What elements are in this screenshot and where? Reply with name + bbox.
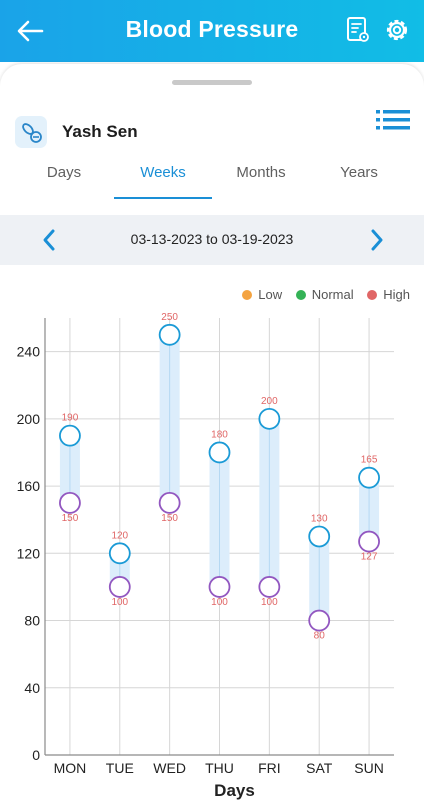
y-tick-label: 160 — [17, 478, 41, 494]
y-tick-label: 240 — [17, 344, 41, 360]
high-point — [258, 407, 281, 430]
y-tick-label: 120 — [17, 545, 41, 561]
back-arrow-icon[interactable] — [14, 16, 46, 46]
low-value-label: 100 — [261, 597, 278, 608]
low-point — [158, 491, 181, 514]
legend-item-high: High — [367, 287, 410, 302]
x-tick-label: SAT — [306, 760, 333, 776]
low-value-label: 150 — [161, 513, 178, 524]
user-name: Yash Sen — [62, 122, 138, 141]
y-tick-label: 0 — [32, 747, 40, 763]
low-point — [108, 576, 131, 598]
chevron-right-icon[interactable] — [364, 227, 388, 253]
high-value-label: 180 — [211, 429, 228, 440]
tab-weeks[interactable]: Weeks — [140, 164, 186, 181]
low-point — [358, 530, 380, 553]
x-tick-label: WED — [153, 760, 186, 776]
high-point — [59, 424, 81, 447]
legend-low-label: Low — [258, 287, 283, 302]
low-point — [308, 609, 331, 632]
bp-pill-icon — [22, 123, 42, 143]
low-point — [59, 491, 81, 514]
high-value-label: 190 — [62, 413, 79, 424]
low-point — [208, 576, 231, 598]
legend-normal-dot — [295, 290, 306, 300]
page-title: Blood Pressure — [125, 16, 299, 42]
high-point — [158, 323, 181, 346]
legend-high-dot — [367, 290, 378, 300]
low-value-label: 100 — [211, 597, 228, 608]
chart-legend: Low Normal High — [232, 287, 410, 302]
sheet-drag-handle[interactable] — [172, 80, 252, 85]
tab-years[interactable]: Years — [340, 164, 378, 181]
legend-normal-label: Normal — [311, 287, 354, 302]
high-value-label: 165 — [361, 455, 378, 466]
tab-months[interactable]: Months — [236, 164, 286, 181]
high-value-label: 120 — [111, 530, 128, 541]
low-value-label: 100 — [111, 597, 128, 608]
high-point — [308, 525, 331, 548]
date-range-text: 03-13-2023 to 03-19-2023 — [130, 231, 294, 247]
list-menu-icon[interactable] — [376, 108, 410, 132]
x-axis-title: Days — [214, 781, 255, 800]
avatar — [15, 116, 47, 148]
x-tick-label: THU — [205, 760, 234, 776]
high-value-label: 200 — [261, 396, 278, 407]
high-point — [208, 441, 231, 464]
legend-item-low: Low — [242, 287, 282, 302]
date-range-bar: 03-13-2023 to 03-19-2023 — [0, 215, 424, 265]
x-tick-label: MON — [54, 760, 87, 776]
high-point — [358, 466, 380, 489]
legend-high-label: High — [383, 287, 410, 302]
low-value-label: 80 — [314, 631, 326, 642]
period-tabs: Days Weeks Months Years — [0, 160, 424, 200]
x-tick-label: SUN — [354, 760, 384, 776]
legend-low-dot — [242, 290, 253, 300]
high-point — [108, 542, 131, 565]
y-tick-label: 80 — [24, 613, 40, 629]
report-settings-icon[interactable] — [344, 15, 372, 45]
chevron-left-icon[interactable] — [38, 227, 62, 253]
low-value-label: 150 — [62, 513, 79, 524]
x-tick-label: FRI — [258, 760, 281, 776]
high-value-label: 250 — [161, 312, 178, 323]
legend-item-normal: Normal — [295, 287, 354, 302]
y-tick-label: 200 — [17, 411, 41, 427]
top-app-bar: Blood Pressure — [0, 0, 424, 62]
low-value-label: 127 — [361, 552, 378, 563]
low-point — [258, 576, 281, 598]
high-value-label: 130 — [311, 514, 328, 525]
x-tick-label: TUE — [106, 760, 134, 776]
tab-active-indicator — [114, 197, 212, 199]
tab-days[interactable]: Days — [46, 164, 82, 181]
y-tick-label: 40 — [24, 680, 40, 696]
gear-icon[interactable] — [382, 15, 412, 45]
